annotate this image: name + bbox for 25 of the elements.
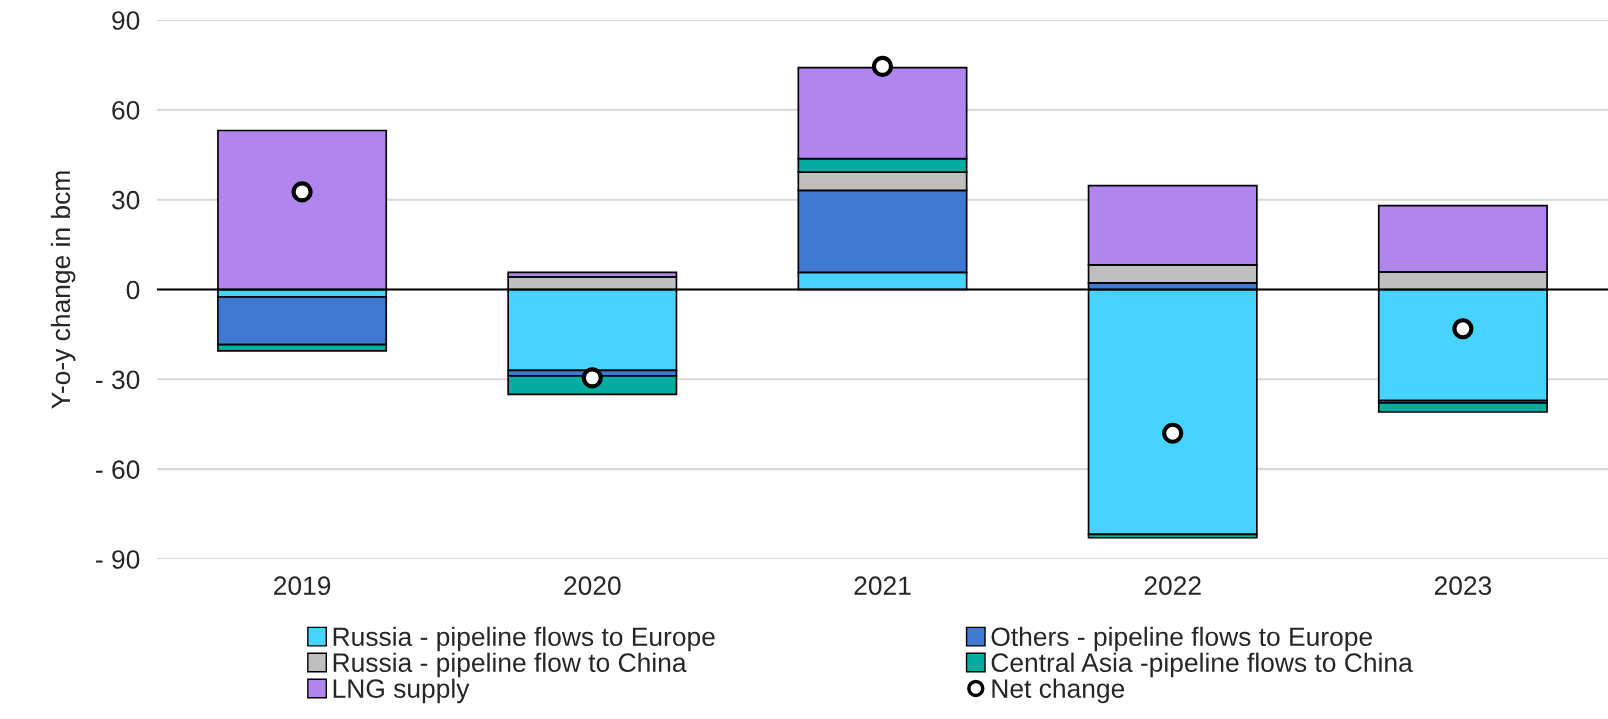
y-axis-title: Y-o-y change in bcm: [50, 171, 76, 409]
x-tick-label: 2020: [564, 576, 621, 596]
y-tick-label: - 60: [96, 460, 140, 479]
point: [871, 55, 894, 78]
x-tick-label: 2019: [274, 576, 331, 596]
y-tick-label: 0: [126, 280, 140, 300]
point: [1162, 422, 1184, 444]
y-tick-label: - 30: [96, 370, 140, 390]
point: [1452, 318, 1474, 340]
point: [291, 181, 313, 203]
bar: [1377, 402, 1548, 413]
legend-label: Russia - pipeline flow to China: [333, 652, 687, 678]
x-tick-label: 2021: [854, 576, 911, 596]
point: [581, 367, 603, 389]
y-tick-label: 60: [112, 100, 140, 120]
legend-label: Russia - pipeline flows to Europe: [333, 626, 715, 652]
legend-label: Others - pipeline flows to Europe: [991, 626, 1372, 652]
y-tick-label: 90: [112, 11, 140, 30]
x-tick-label: 2022: [1144, 576, 1201, 596]
y-tick-label: 30: [111, 190, 140, 210]
legend-label: Central Asia -pipeline flows to China: [991, 652, 1413, 678]
x-tick-label: 2023: [1434, 576, 1492, 596]
legend-label: Net change: [992, 678, 1125, 704]
legend-label: LNG supply: [333, 678, 470, 704]
y-tick-label: - 90: [96, 550, 140, 569]
